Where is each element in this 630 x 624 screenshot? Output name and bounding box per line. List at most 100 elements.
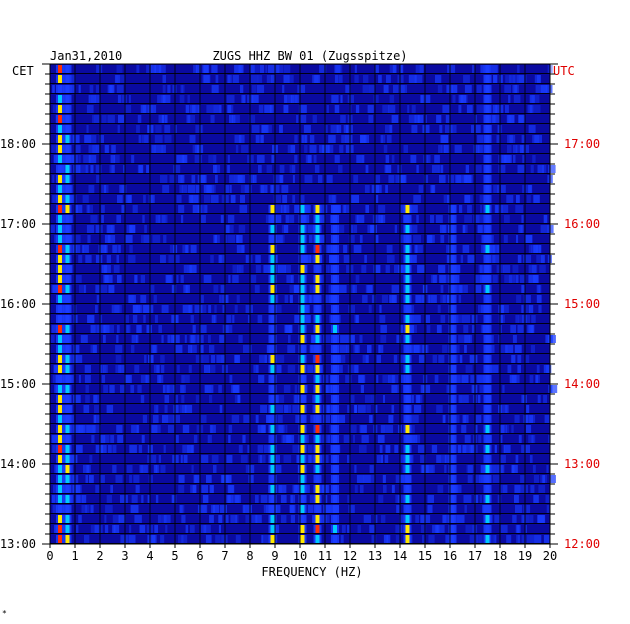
heatmap-noise-cell	[256, 85, 265, 93]
heatmap-line-cell	[333, 315, 337, 323]
heatmap-noise-cell	[255, 265, 261, 273]
heatmap-noise-cell	[250, 275, 257, 283]
heatmap-noise-cell	[95, 445, 104, 453]
heatmap-noise-cell	[81, 505, 88, 513]
heatmap-noise-cell	[117, 435, 123, 443]
heatmap-line-cell	[333, 205, 337, 213]
heatmap-noise-cell	[90, 215, 98, 223]
heatmap-noise-cell	[192, 205, 200, 213]
heatmap-noise-cell	[178, 205, 185, 213]
heatmap-noise-cell	[512, 265, 519, 273]
heatmap-noise-cell	[284, 405, 292, 413]
heatmap-noise-cell	[204, 365, 210, 373]
heatmap-noise-cell	[76, 445, 83, 453]
heatmap-noise-cell	[442, 415, 446, 423]
heatmap-noise-cell	[227, 165, 230, 173]
heatmap-line-cell	[405, 345, 410, 353]
heatmap-line-cell	[270, 445, 275, 453]
heatmap-noise-cell	[348, 505, 355, 513]
heatmap-noise-cell	[385, 125, 393, 133]
heatmap-line-cell	[315, 415, 320, 423]
heatmap-line-cell	[315, 375, 320, 383]
heatmap-line-cell	[315, 335, 320, 343]
heatmap-noise-cell	[235, 145, 239, 153]
heatmap-line-cell	[270, 525, 275, 533]
heatmap-noise-cell	[339, 145, 344, 153]
heatmap-noise-cell	[395, 535, 400, 543]
heatmap-noise-cell	[476, 85, 482, 93]
heatmap-noise-cell	[454, 145, 462, 153]
heatmap-noise-cell	[75, 275, 82, 283]
heatmap-noise-cell	[438, 145, 442, 153]
heatmap-noise-cell	[393, 85, 399, 93]
heatmap-noise-cell	[137, 115, 142, 123]
heatmap-noise-cell	[436, 405, 443, 413]
heatmap-noise-cell	[459, 355, 463, 363]
heatmap-noise-cell	[222, 325, 229, 333]
heatmap-noise-cell	[294, 485, 298, 493]
heatmap-noise-cell	[380, 135, 383, 143]
heatmap-noise-cell	[385, 155, 390, 163]
heatmap-noise-cell	[347, 365, 356, 373]
heatmap-noise-cell	[295, 485, 302, 493]
heatmap-line-cell	[315, 345, 320, 353]
heatmap-line-cell	[333, 325, 337, 333]
heatmap-noise-cell	[338, 75, 343, 83]
heatmap-noise-cell	[491, 255, 496, 263]
heatmap-line-cell	[270, 535, 275, 543]
heatmap-noise-cell	[542, 475, 545, 483]
heatmap-noise-cell	[101, 375, 106, 383]
heatmap-noise-cell	[228, 435, 231, 443]
heatmap-noise-cell	[179, 95, 185, 103]
heatmap-noise-cell	[259, 455, 263, 463]
heatmap-noise-cell	[507, 145, 512, 153]
heatmap-noise-cell	[391, 405, 395, 413]
heatmap-noise-cell	[234, 65, 242, 73]
heatmap-line-cell	[270, 415, 275, 423]
heatmap-noise-cell	[530, 485, 535, 493]
heatmap-noise-cell	[350, 395, 355, 403]
heatmap-line-cell	[300, 225, 305, 233]
heatmap-noise-cell	[394, 445, 399, 453]
heatmap-noise-cell	[322, 435, 330, 443]
heatmap-noise-cell	[411, 105, 416, 113]
heatmap-noise-cell	[136, 325, 142, 333]
heatmap-noise-cell	[434, 155, 440, 163]
heatmap-noise-cell	[184, 405, 193, 413]
heatmap-noise-cell	[309, 495, 314, 503]
heatmap-noise-cell	[125, 325, 129, 333]
heatmap-line-cell	[270, 275, 275, 283]
heatmap-noise-cell	[208, 335, 211, 343]
heatmap-noise-cell	[158, 215, 166, 223]
x-tick-label: 12	[343, 549, 357, 563]
x-tick-label: 1	[71, 549, 78, 563]
heatmap-line-cell	[405, 435, 410, 443]
heatmap-noise-cell	[491, 115, 495, 123]
heatmap-noise-cell	[99, 365, 104, 373]
heatmap-noise-cell	[89, 455, 93, 463]
heatmap-noise-cell	[287, 435, 292, 443]
heatmap-line-cell	[65, 365, 70, 373]
heatmap-noise-cell	[208, 365, 216, 373]
heatmap-noise-cell	[251, 515, 258, 523]
heatmap-noise-cell	[427, 235, 433, 243]
heatmap-line-cell	[300, 375, 305, 383]
heatmap-noise-cell	[533, 475, 539, 483]
heatmap-noise-cell	[73, 345, 80, 353]
heatmap-noise-cell	[207, 385, 214, 393]
heatmap-noise-cell	[304, 135, 308, 143]
heatmap-noise-cell	[323, 485, 329, 493]
heatmap-noise-cell	[319, 515, 327, 523]
heatmap-line-cell	[270, 245, 275, 253]
heatmap-line-cell	[450, 415, 455, 423]
heatmap-noise-cell	[179, 405, 187, 413]
heatmap-noise-cell	[495, 105, 504, 113]
heatmap-noise-cell	[160, 175, 168, 183]
heatmap-noise-cell	[145, 375, 150, 383]
heatmap-noise-cell	[90, 525, 99, 533]
heatmap-line-cell	[450, 425, 455, 433]
heatmap-noise-cell	[85, 395, 90, 403]
heatmap-noise-cell	[398, 85, 405, 93]
heatmap-noise-cell	[224, 185, 229, 193]
heatmap-noise-cell	[399, 355, 407, 363]
